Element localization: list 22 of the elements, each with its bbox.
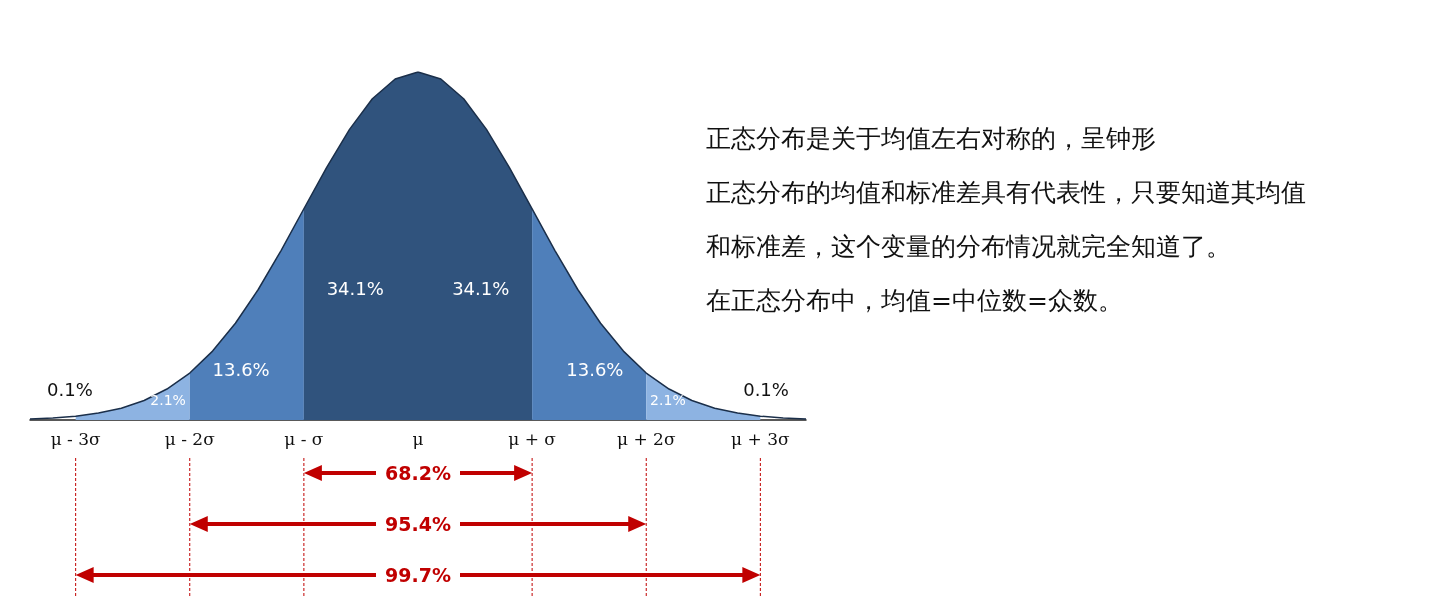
x-tick-label: μ + 3σ xyxy=(731,428,790,449)
text: 99.7% xyxy=(385,564,451,586)
text: 68.2% xyxy=(385,462,451,484)
annotation: 2.1% xyxy=(650,391,686,408)
annotation: 13.6% xyxy=(212,358,270,380)
x-tick-label: μ - 2σ xyxy=(164,428,216,449)
annotation: 34.1% xyxy=(326,277,384,299)
annotation: 13.6% xyxy=(566,358,624,380)
annotation: 0.1% xyxy=(743,378,789,400)
annotation: 和标准差，这个变量的分布情况就完全知道了。 xyxy=(706,231,1232,263)
x-tick-label: μ + 2σ xyxy=(616,428,676,449)
x-tick-label: μ + σ xyxy=(508,428,557,449)
x-tick-label: μ - σ xyxy=(284,428,324,449)
annotation: 0.1% xyxy=(47,378,93,400)
x-tick-label: μ xyxy=(412,428,424,449)
annotation: 正态分布是关于均值左右对称的，呈钟形 xyxy=(706,123,1157,155)
annotation: 2.1% xyxy=(150,391,186,408)
text: 95.4% xyxy=(385,513,451,535)
annotation: 34.1% xyxy=(452,277,510,299)
x-tick-label: μ - 3σ xyxy=(50,428,102,449)
annotation: 正态分布的均值和标准差具有代表性，只要知道其均值 xyxy=(706,177,1306,209)
annotation: 在正态分布中，均值=中位数=众数。 xyxy=(706,285,1124,317)
